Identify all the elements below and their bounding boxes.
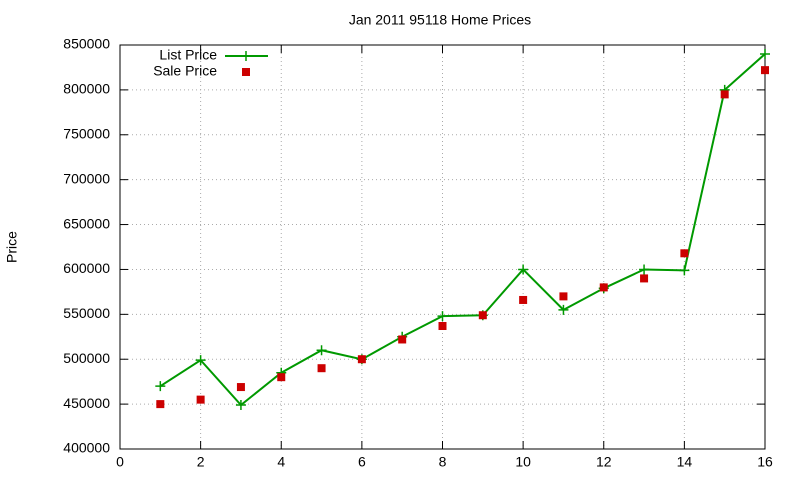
x-tick-label: 8 [439,454,447,470]
legend-marker [242,68,250,76]
point [559,292,568,301]
point [640,274,649,283]
y-tick-label: 850000 [63,36,110,52]
y-tick-label: 550000 [63,305,110,321]
series-line [159,53,766,407]
x-tick-label: 4 [277,454,285,470]
point [437,311,448,322]
y-tick-label: 600000 [63,260,110,276]
point [155,381,166,392]
point [519,295,528,304]
point [277,373,286,382]
x-tick-label: 2 [197,454,205,470]
y-axis-label: Price [4,231,20,263]
y-tick-label: 650000 [63,215,110,231]
point [236,383,245,392]
point [156,400,165,409]
legend-label: Sale Price [153,63,217,79]
legend-label: List Price [159,47,217,63]
point [317,364,326,373]
point [518,264,529,275]
y-tick-label: 450000 [63,395,110,411]
plot-border [119,44,766,450]
y-tick-label: 750000 [63,125,110,141]
point [478,311,487,320]
point [195,355,206,366]
point [599,283,608,292]
point [558,304,569,315]
point [720,90,729,99]
x-tick-label: 14 [677,454,693,470]
x-tick-label: 10 [515,454,531,470]
point [196,395,205,404]
point [357,355,366,364]
point [438,322,447,331]
x-tick-label: 6 [358,454,366,470]
x-tick-label: 16 [757,454,773,470]
legend-marker [241,51,251,61]
y-tick-label: 800000 [63,81,110,97]
point [316,345,327,356]
point [679,265,690,276]
x-tick-label: 0 [116,454,124,470]
point [760,48,770,59]
x-tick-label: 12 [596,454,612,470]
point [680,249,689,258]
point [235,400,246,411]
chart-title: Jan 2011 95118 Home Prices [349,12,531,28]
point [761,66,769,75]
y-tick-label: 700000 [63,170,110,186]
point [398,335,407,344]
y-tick-label: 400000 [63,440,110,456]
point [639,264,650,275]
y-tick-label: 500000 [63,350,110,366]
